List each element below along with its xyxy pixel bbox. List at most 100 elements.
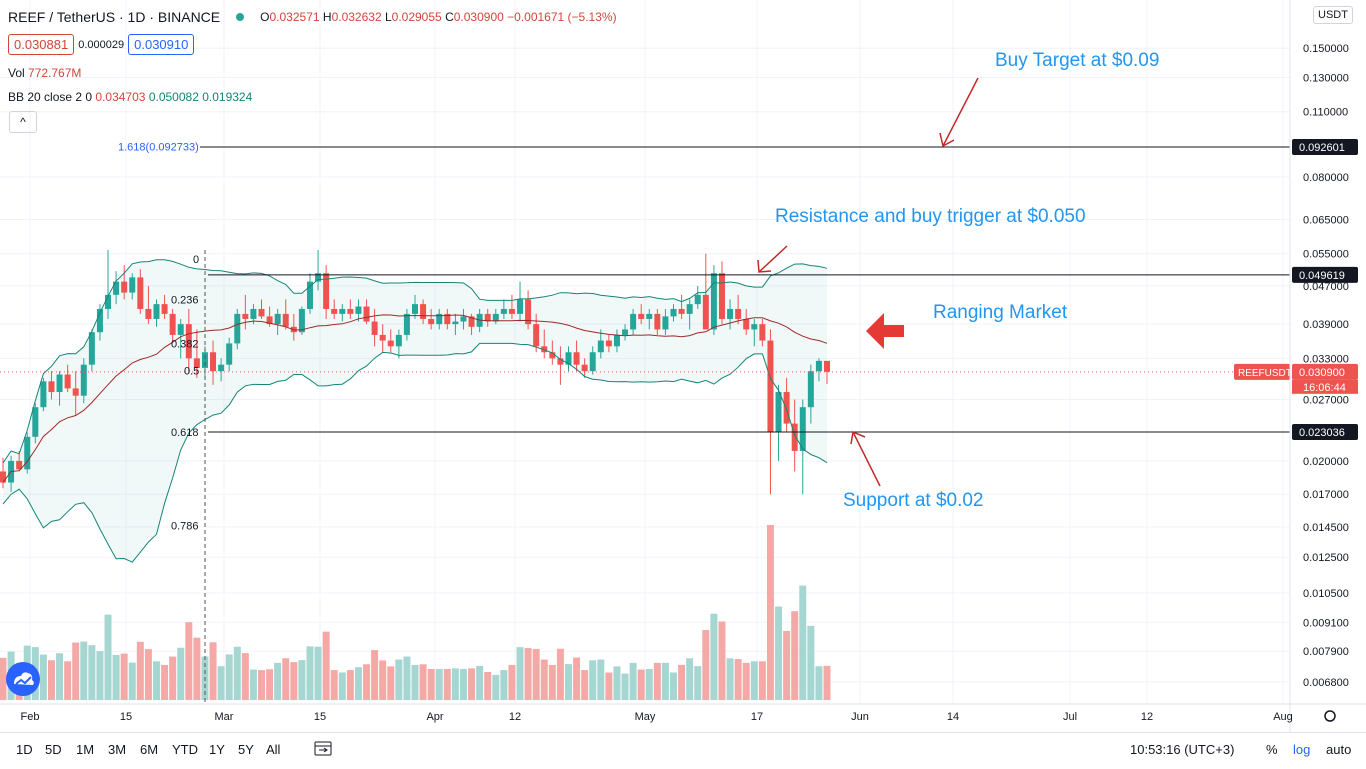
auto-scale-button[interactable]: auto [1326, 742, 1352, 757]
volume-bar [152, 661, 160, 700]
time-tick-label: Jun [851, 711, 869, 723]
volume-bar [476, 665, 484, 700]
time-tick-label: 14 [947, 711, 959, 723]
timeframe-3m[interactable]: 3M [108, 742, 127, 757]
candle-body [56, 374, 63, 393]
buy-button[interactable]: 0.030910 [128, 34, 195, 55]
time-tick-label: 15 [314, 711, 326, 723]
volume-bar [185, 622, 193, 700]
volume-bar [233, 646, 241, 700]
timeframe-1m[interactable]: 1M [76, 742, 95, 757]
volume-bar [225, 654, 233, 700]
volume-bar [484, 671, 492, 700]
candle-body [549, 352, 556, 359]
volume-bar [791, 611, 799, 700]
candle-body [177, 324, 184, 335]
volume-bar [702, 629, 710, 700]
price-tag-label: 0.030900 [1299, 367, 1345, 379]
symbol-header: REEF / TetherUS · 1D · BINANCE O0.032571… [8, 9, 617, 25]
currency-button[interactable]: USDT [1313, 6, 1353, 24]
chart-overlays: 1.618(0.092733) 0 0.236 0.382 0.5 0.618 0.786 R… [0, 77, 1292, 704]
price-tag [1292, 424, 1358, 440]
candle-body [218, 364, 225, 372]
candle-body [759, 324, 766, 341]
volume-bars [0, 525, 831, 700]
percent-scale-button[interactable]: % [1266, 742, 1278, 757]
candle-body [210, 352, 217, 372]
volume-bar [346, 670, 354, 700]
volume-bar [718, 621, 726, 700]
price-tick-label: 0.012500 [1303, 552, 1349, 564]
ranging-annotation: Ranging Market [933, 302, 1068, 323]
support-arrowhead [850, 430, 866, 445]
timeframe-1y[interactable]: 1Y [209, 742, 225, 757]
volume-bar [64, 661, 72, 700]
time-tick-label: Apr [426, 711, 443, 723]
volume-indicator-legend[interactable]: Vol 772.767M [8, 66, 82, 80]
candle-body [121, 281, 128, 293]
timeframe-5y[interactable]: 5Y [238, 742, 254, 757]
candle-body [824, 360, 830, 372]
price-tick-label: 0.150000 [1303, 43, 1349, 55]
volume-bar [411, 664, 419, 700]
timeframe-6m[interactable]: 6M [140, 742, 159, 757]
candle-body [500, 308, 507, 314]
time-tick-label: Feb [21, 711, 40, 723]
volume-bar [799, 585, 807, 700]
candle-body [395, 334, 402, 347]
fib-level-label: 0.382 [171, 338, 199, 350]
symbol-tag-label: REEFUSDT [1238, 368, 1292, 379]
symbol-title[interactable]: REEF / TetherUS · 1D · BINANCE [8, 9, 221, 25]
timeframe-5d[interactable]: 5D [45, 742, 62, 757]
fib-level-label: 0.618 [171, 427, 199, 439]
volume-bar [637, 669, 645, 700]
candle-body [533, 324, 540, 347]
log-scale-button[interactable]: log [1293, 742, 1311, 757]
volume-bar [161, 664, 169, 700]
volume-bar [742, 662, 750, 700]
volume-bar [177, 647, 185, 700]
candle-body [791, 423, 798, 451]
clock[interactable]: 10:53:16 (UTC+3) [1130, 742, 1235, 757]
candle-body [638, 313, 645, 319]
tradingview-logo[interactable] [6, 662, 40, 696]
chart-grid [0, 0, 1290, 704]
timeframe-ytd[interactable]: YTD [172, 742, 198, 757]
candle-body [169, 313, 176, 335]
volume-bar [354, 667, 362, 700]
volume-bar [783, 630, 791, 700]
candle-body [347, 308, 354, 314]
candle-body [129, 277, 136, 293]
price-tick-label: 0.080000 [1303, 172, 1349, 184]
volume-bar [266, 669, 274, 700]
volume-bar [258, 670, 266, 700]
volume-bar [500, 670, 508, 700]
volume-bar [492, 674, 500, 700]
timeframe-1d[interactable]: 1D [16, 742, 33, 757]
candle-body [387, 340, 394, 347]
volume-bar [645, 668, 653, 700]
price-tick-label: 0.010500 [1303, 588, 1349, 600]
volume-bar [169, 656, 177, 700]
candle-body [48, 381, 55, 393]
candle-body [589, 352, 596, 372]
candlesticks [0, 250, 830, 495]
time-tick-label: Jul [1063, 711, 1077, 723]
date-range-icon[interactable] [314, 740, 332, 759]
sell-button[interactable]: 0.030881 [8, 34, 75, 55]
volume-bar [136, 641, 144, 700]
candle-body [654, 313, 661, 330]
candle-body [783, 392, 790, 424]
buy-target-arrow [942, 77, 979, 147]
support-arrow [852, 431, 881, 487]
volume-bar [758, 661, 766, 700]
candle-body [710, 273, 717, 330]
candle-body [694, 294, 701, 305]
candle-body [315, 273, 322, 282]
bollinger-indicator-legend[interactable]: BB 20 close 2 0 0.034703 0.050082 0.0193… [8, 90, 253, 104]
volume-bar [96, 651, 104, 700]
collapse-legend-button[interactable]: ^ [9, 111, 37, 133]
timeframe-all[interactable]: All [266, 742, 281, 757]
time-tick-label: Aug [1273, 711, 1293, 723]
